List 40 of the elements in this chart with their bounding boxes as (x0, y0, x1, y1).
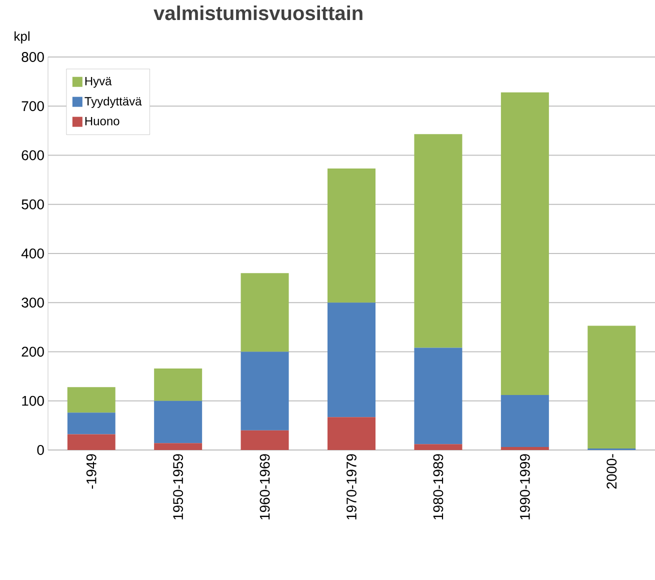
bar (414, 134, 462, 348)
bar (67, 412, 116, 434)
bar (67, 387, 116, 413)
bar (154, 443, 202, 450)
y-tick-label: 400 (21, 248, 44, 258)
bar (240, 352, 289, 430)
bar (500, 394, 549, 448)
bar (154, 400, 202, 444)
bar (67, 434, 116, 450)
y-tick-label: 200 (22, 346, 44, 357)
bar (414, 348, 462, 444)
bar (500, 92, 549, 395)
legend-label: Huono (85, 116, 120, 126)
x-tick-label: 1980-1989 (433, 454, 444, 520)
bar (154, 368, 202, 401)
bar (414, 444, 462, 450)
x-tick-label: 1990-1999 (520, 454, 530, 520)
bar (328, 302, 376, 418)
y-tick-label: 700 (22, 101, 44, 112)
bar (500, 447, 549, 450)
legend-label: Hyvä (85, 76, 112, 88)
y-tick-label: 0 (37, 445, 44, 455)
y-axis-title: kpl (14, 31, 30, 44)
y-tick-label: 800 (22, 52, 44, 62)
y-tick-label: 100 (22, 396, 44, 406)
y-tick-label: 600 (22, 150, 44, 160)
bar (588, 326, 636, 449)
bar (240, 273, 289, 352)
x-tick-label: 1950-1959 (173, 454, 184, 520)
x-tick-label: 1960-1969 (260, 454, 270, 520)
x-tick-label: -1949 (86, 454, 96, 489)
bar (328, 417, 376, 450)
legend-label: Tyydyttävä (84, 96, 142, 108)
y-tick-label: 300 (22, 298, 44, 308)
chart-title: valmistumisvuosittain (154, 6, 362, 20)
bar (328, 168, 376, 303)
bar (240, 430, 289, 450)
y-tick-label: 500 (22, 199, 44, 210)
x-tick-label: 1970-1979 (346, 454, 356, 520)
x-tick-label: 2000- (606, 454, 617, 489)
